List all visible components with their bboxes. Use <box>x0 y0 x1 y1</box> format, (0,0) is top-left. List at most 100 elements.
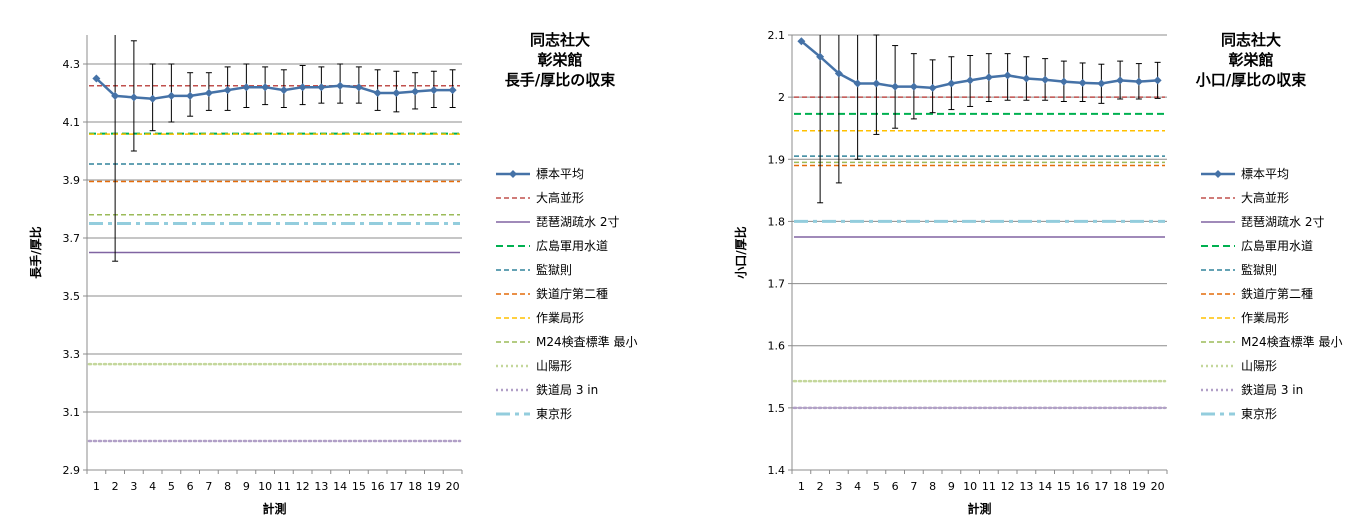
chart-title-line: 小口/厚比の収束 <box>1195 71 1307 89</box>
legend-item: 作業局形 <box>494 306 637 330</box>
data-point-marker <box>129 93 138 102</box>
y-tick-label: 1.4 <box>768 464 786 477</box>
x-tick-label: 4 <box>854 480 861 493</box>
x-tick-label: 6 <box>187 480 194 493</box>
legend-swatch <box>496 412 530 416</box>
x-tick-label: 1 <box>798 480 805 493</box>
legend-item: 鉄道局 3 in <box>494 378 637 402</box>
data-point-marker <box>317 83 326 92</box>
legend-item: 大高並形 <box>1199 186 1342 210</box>
x-tick-label: 14 <box>333 480 347 493</box>
legend-label: M24検査標準 最小 <box>536 335 638 349</box>
x-tick-label: 12 <box>1001 480 1015 493</box>
data-point-marker <box>223 86 232 95</box>
legend-swatch <box>496 388 530 392</box>
x-tick-label: 6 <box>892 480 899 493</box>
data-point-marker <box>1022 74 1031 83</box>
y-tick-label: 3.7 <box>63 232 81 245</box>
chart-title-line: 同志社大 <box>529 31 590 49</box>
x-tick-label: 11 <box>277 480 291 493</box>
legend-item: 標本平均 <box>1199 162 1342 186</box>
legend-item: M24検査標準 最小 <box>1199 330 1342 354</box>
legend-label: 鉄道庁第二種 <box>536 287 609 301</box>
legend-label: 大高並形 <box>1241 191 1290 205</box>
legend-swatch <box>1201 341 1235 343</box>
data-point-marker <box>928 83 937 92</box>
legend-label: 大高並形 <box>536 191 585 205</box>
x-tick-label: 15 <box>352 480 366 493</box>
chart-title-line: 長手/厚比の収束 <box>504 71 616 89</box>
data-point-marker <box>1078 78 1087 87</box>
legend-label: 標本平均 <box>536 167 585 181</box>
legend-swatch <box>1201 245 1235 247</box>
x-tick-label: 20 <box>446 480 460 493</box>
y-tick-label: 2.1 <box>768 29 786 42</box>
y-tick-label: 2 <box>778 91 785 104</box>
data-point-marker <box>891 82 900 91</box>
legend-label: 東京形 <box>536 407 573 421</box>
data-point-marker <box>392 89 401 97</box>
legend-swatch <box>1201 197 1235 199</box>
y-tick-label: 1.6 <box>768 340 786 353</box>
chart-left: 2.93.13.33.53.73.94.14.31 2 3 4 5 6 7 8 9 10 11 12 1… <box>28 35 463 516</box>
data-point-marker <box>167 91 176 100</box>
data-point-marker <box>1116 76 1125 85</box>
data-point-marker <box>1097 79 1106 88</box>
x-tick-label: 19 <box>427 480 441 493</box>
y-axis-label: 小口/厚比 <box>733 226 748 278</box>
legend-swatch <box>1201 170 1235 178</box>
x-tick-label: 1 <box>93 480 100 493</box>
legend-label: 山陽形 <box>1241 359 1278 373</box>
legend-label: 鉄道局 3 in <box>1241 383 1304 397</box>
x-tick-label: 17 <box>1094 480 1108 493</box>
x-tick-label: 9 <box>948 480 955 493</box>
legend-swatch <box>496 341 530 343</box>
data-point-marker <box>1134 77 1143 86</box>
data-point-marker <box>92 74 101 83</box>
x-tick-label: 13 <box>1019 480 1033 493</box>
legend-item: 監獄則 <box>1199 258 1342 282</box>
legend-item: 鉄道庁第二種 <box>494 282 637 306</box>
x-tick-label: 17 <box>389 480 403 493</box>
data-point-marker <box>984 73 993 82</box>
data-point-marker <box>834 69 843 78</box>
chart-title-left: 同志社大 彰栄館 長手/厚比の収束 <box>480 30 640 90</box>
x-axis-label: 計測 <box>967 501 991 516</box>
x-tick-label: 3 <box>130 480 137 493</box>
x-tick-label: 20 <box>1151 480 1165 493</box>
y-tick-label: 4.1 <box>63 116 81 129</box>
legend-label: 作業局形 <box>536 311 585 325</box>
legend-label: 鉄道庁第二種 <box>1241 287 1314 301</box>
legend-swatch <box>1201 317 1235 319</box>
data-point-marker <box>354 83 363 92</box>
chart-title-line: 彰栄館 <box>1228 51 1274 69</box>
data-point-marker <box>947 79 956 88</box>
x-tick-label: 13 <box>314 480 328 493</box>
x-tick-label: 16 <box>371 480 385 493</box>
data-point-marker <box>909 82 918 91</box>
legend-item: 大高並形 <box>494 186 637 210</box>
y-axis-label: 長手/厚比 <box>28 226 43 278</box>
legend-swatch <box>496 293 530 295</box>
data-point-marker <box>204 89 213 97</box>
x-tick-label: 4 <box>149 480 156 493</box>
legend-item: 東京形 <box>1199 402 1342 426</box>
legend-swatch <box>496 364 530 368</box>
legend-swatch <box>1201 364 1235 368</box>
mean-series-line <box>95 77 453 101</box>
legend-label: 山陽形 <box>536 359 573 373</box>
y-tick-label: 1.9 <box>768 153 786 166</box>
x-tick-label: 8 <box>224 480 231 493</box>
legend-swatch <box>496 221 530 223</box>
x-axis-label: 計測 <box>262 501 286 516</box>
legend-item: 広島軍用水道 <box>494 234 637 258</box>
data-point-marker <box>148 94 157 103</box>
data-point-marker <box>186 91 195 100</box>
chart-panel-right: 1.4 1.5 1.6 1.7 1.8 1.9 2 2.1 1 2 3 4 5 6 7 8 9 10 11 12 13 1… <box>681 0 1362 530</box>
legend-item: 琵琶湖疏水 2寸 <box>1199 210 1342 234</box>
x-tick-label: 18 <box>1113 480 1127 493</box>
legend-swatch <box>1201 388 1235 392</box>
data-point-marker <box>853 79 862 88</box>
legend-swatch <box>1201 269 1235 271</box>
legend-swatch <box>496 245 530 247</box>
